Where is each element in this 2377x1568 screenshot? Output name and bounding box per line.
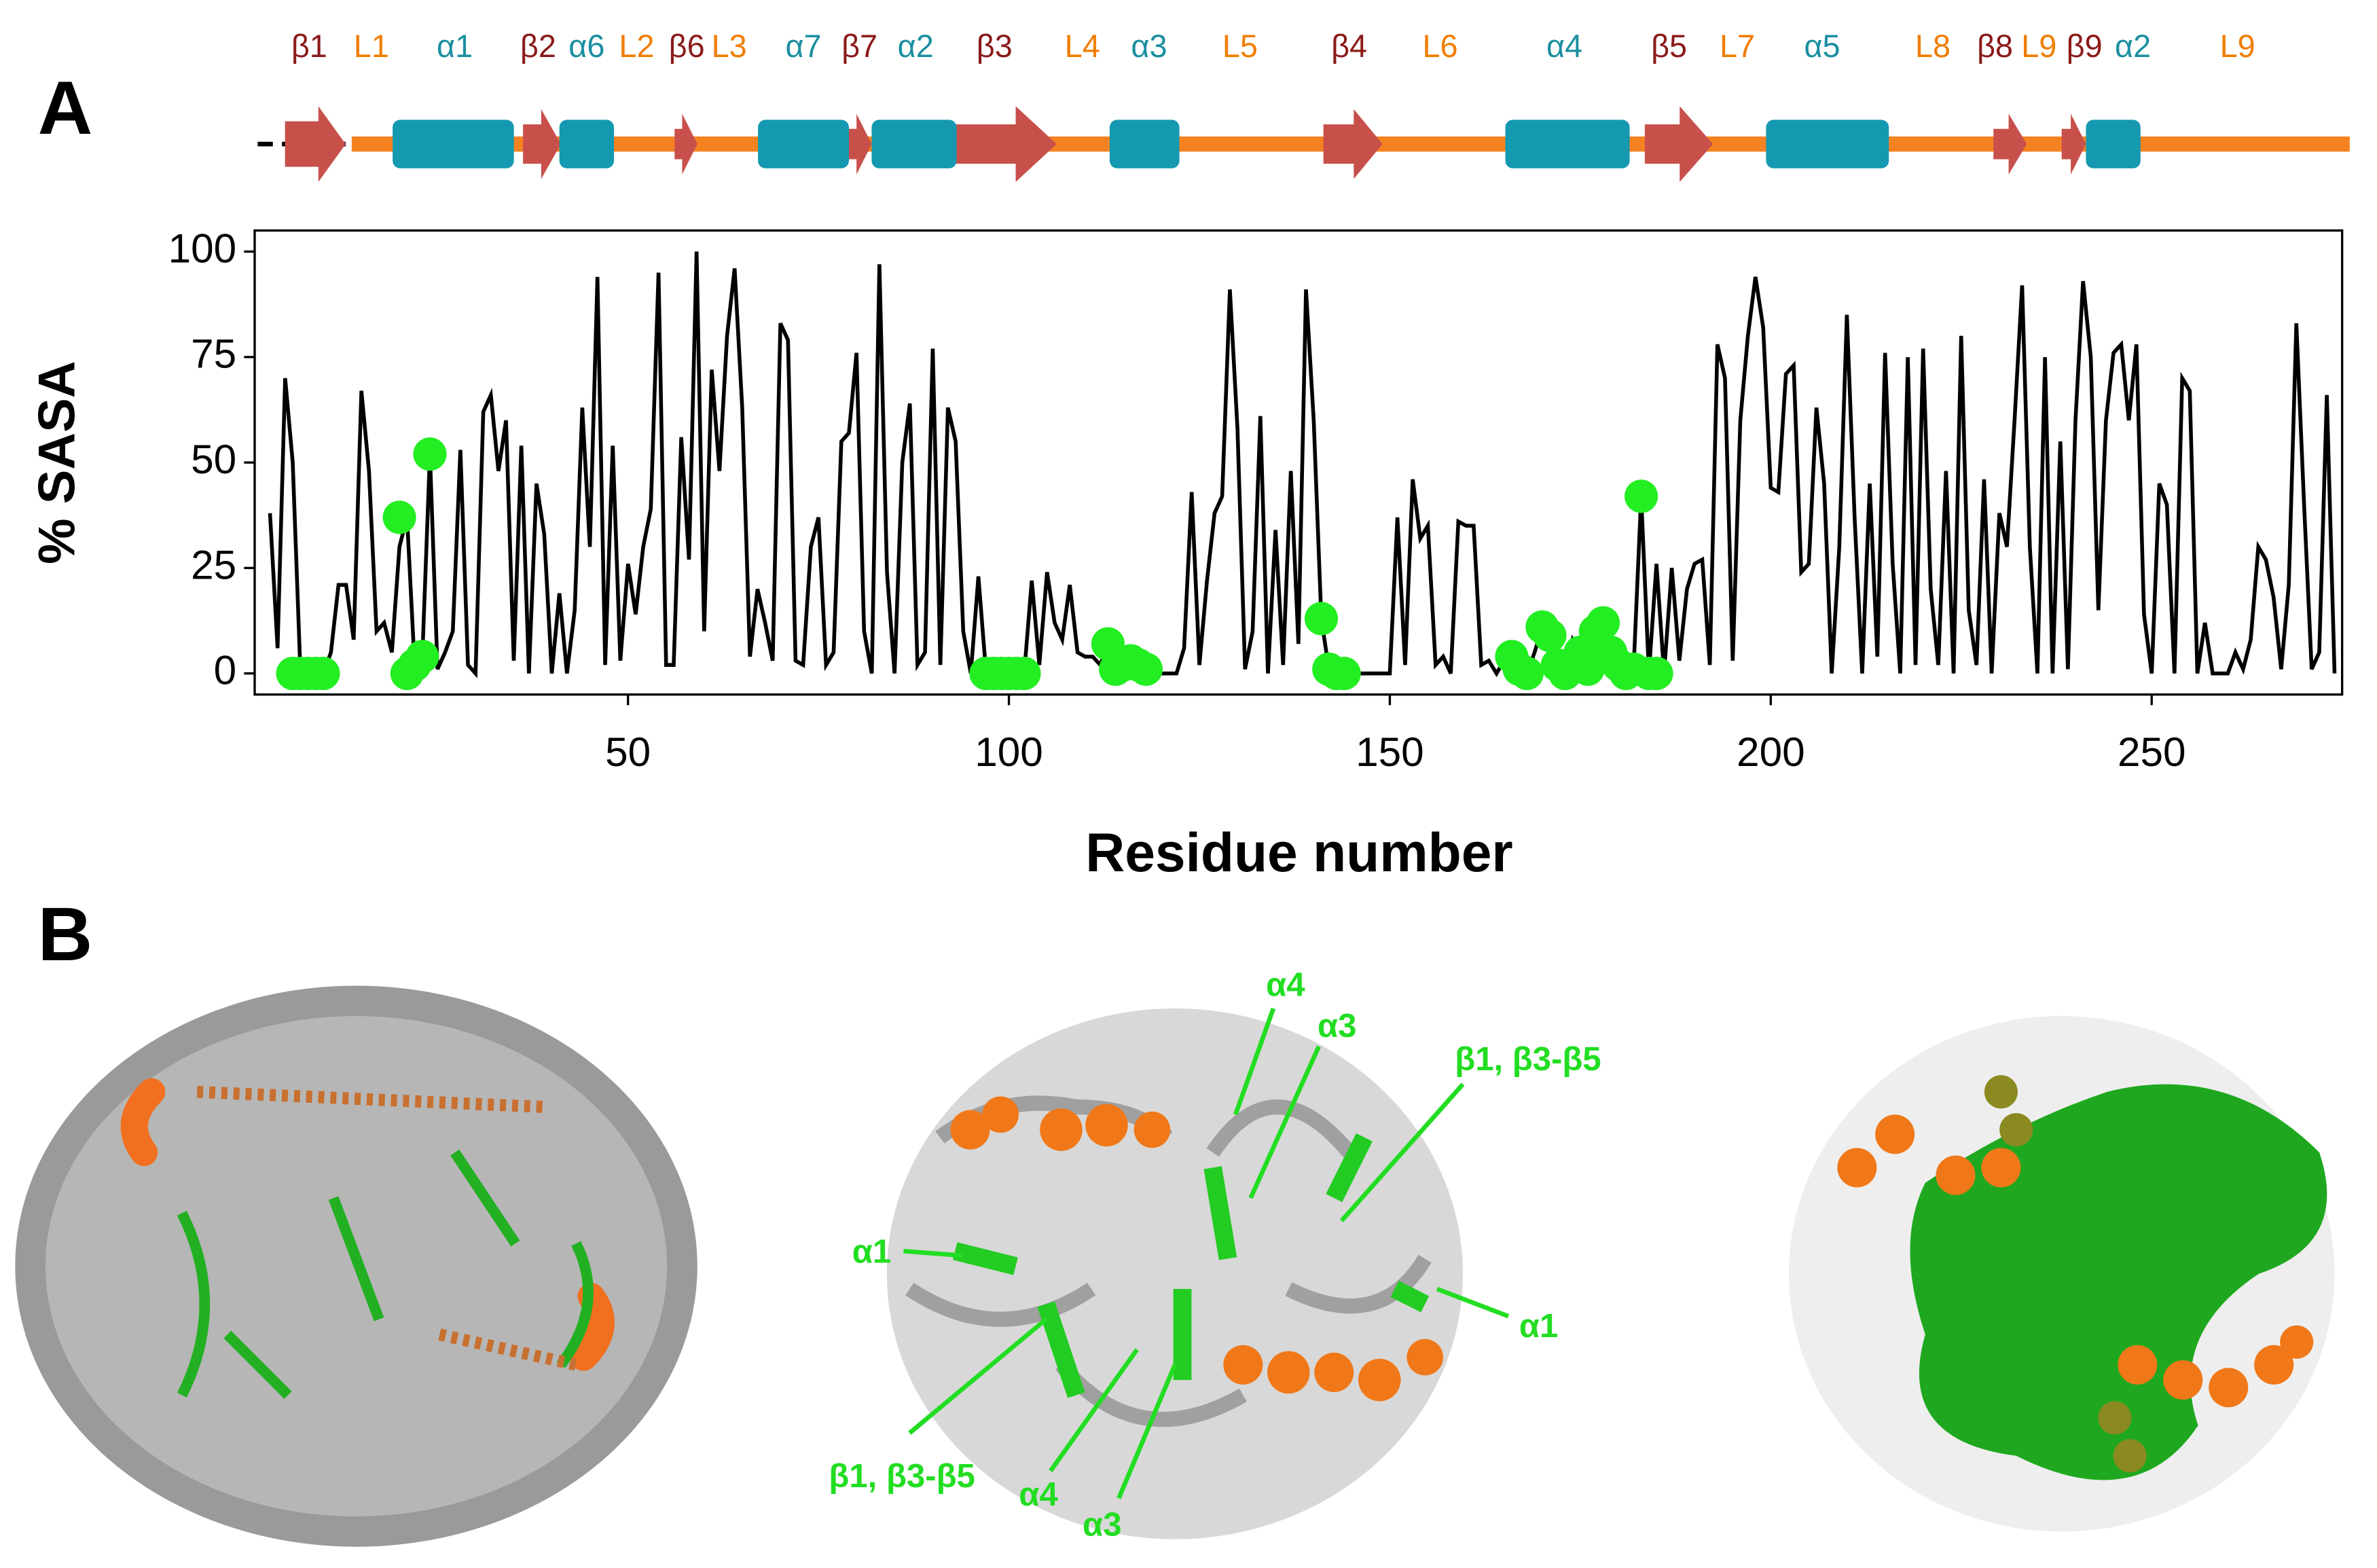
highlight-point xyxy=(1327,657,1361,691)
sasa-line xyxy=(268,251,2337,678)
topology-label: β9 xyxy=(2067,29,2103,64)
panel-letter: B xyxy=(38,892,93,977)
x-tick-label: 200 xyxy=(1737,729,1805,775)
topology-label: L4 xyxy=(1065,29,1100,64)
x-axis-title: Residue number xyxy=(1085,822,1512,883)
topology-label: β3 xyxy=(977,29,1013,64)
panel-letter: A xyxy=(38,65,93,150)
x-tick-label: 250 xyxy=(2118,729,2186,775)
x-tick-label: 100 xyxy=(975,729,1043,775)
y-tick-label: 25 xyxy=(191,541,236,587)
topology-label: α4 xyxy=(1546,29,1582,64)
structure-label: α3 xyxy=(1083,1507,1122,1544)
topology-label: α2 xyxy=(898,29,934,64)
highlight-point xyxy=(413,437,447,471)
topology-label: α5 xyxy=(1804,29,1840,64)
structure-label: α1 xyxy=(1519,1308,1559,1345)
topology-label: L2 xyxy=(619,29,654,64)
topology-label: β2 xyxy=(520,29,556,64)
structure-label: α4 xyxy=(1019,1476,1058,1513)
y-tick-label: 100 xyxy=(168,225,237,271)
topology-label: β4 xyxy=(1331,29,1367,64)
topology-label: α7 xyxy=(785,29,821,64)
topology-label: β8 xyxy=(1977,29,2013,64)
highlight-point xyxy=(306,657,340,691)
highlight-point xyxy=(1586,606,1620,640)
highlight-point xyxy=(1304,602,1339,636)
topology-label: L9 xyxy=(2021,29,2056,64)
topology: β1 L1 α1 β2 α6 L2 β6 L3 α7 β7 α2 β3 L4 α3 L5 β4 L6 α4 β5 L7… xyxy=(257,29,2350,182)
cartoon-render xyxy=(886,1008,1464,1539)
helices xyxy=(393,120,2141,168)
topology-label: L9 xyxy=(2220,29,2255,64)
topology-label: L6 xyxy=(1422,29,1457,64)
structure-label: β1, β3-β5 xyxy=(1455,1041,1601,1078)
y-axis-title: % SASA xyxy=(28,361,86,564)
topology-label: L1 xyxy=(354,29,389,64)
topology-label: α6 xyxy=(568,29,604,64)
topology-label: α2 xyxy=(2115,29,2151,64)
topology-label: L8 xyxy=(1915,29,1950,64)
topology-label: β1 xyxy=(291,29,327,64)
structure-label: α3 xyxy=(1318,1008,1357,1044)
structure-label: α1 xyxy=(852,1234,892,1271)
highlight-point xyxy=(382,500,416,534)
topology-label: β6 xyxy=(669,29,705,64)
highlight-point xyxy=(1639,657,1673,691)
x-tick-label: 150 xyxy=(1356,729,1424,775)
y-tick-label: 50 xyxy=(191,436,236,482)
highlight-point xyxy=(1129,652,1163,687)
highlight-point xyxy=(405,640,439,674)
highlight-point xyxy=(1510,657,1544,691)
topology-label: β7 xyxy=(841,29,877,64)
y-tick-label: 75 xyxy=(191,331,236,377)
structure-label: α4 xyxy=(1266,967,1305,1004)
highlight-point xyxy=(1007,657,1041,691)
topology-label: α3 xyxy=(1131,29,1167,64)
topology-label: L7 xyxy=(1720,29,1755,64)
x-tick-label: 50 xyxy=(605,729,651,775)
highlight-point xyxy=(1533,619,1567,653)
highlight-point xyxy=(1571,652,1605,687)
label-arrows xyxy=(903,1007,1510,1499)
topology-label: β5 xyxy=(1651,29,1687,64)
topology-label: α1 xyxy=(437,29,473,64)
topology-label: L5 xyxy=(1222,29,1258,64)
structure-label: β1, β3-β5 xyxy=(829,1458,975,1495)
highlight-point xyxy=(1625,479,1658,513)
structure-images xyxy=(15,985,2335,1547)
y-tick-label: 0 xyxy=(214,647,237,693)
topology-label: L3 xyxy=(712,29,747,64)
